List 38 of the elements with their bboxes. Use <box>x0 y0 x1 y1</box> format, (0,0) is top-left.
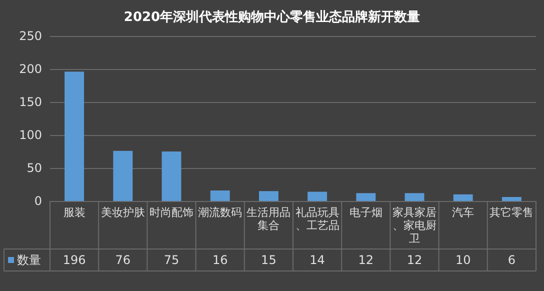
x-tick-label: 电子烟 <box>349 206 382 219</box>
chart-title: 2020年深圳代表性购物中心零售业态品牌新开数量 <box>124 9 420 25</box>
data-label: 12 <box>358 253 374 267</box>
data-label: 6 <box>508 253 516 267</box>
data-label: 196 <box>62 253 86 267</box>
x-tick-label: 潮流数码 <box>198 206 242 219</box>
x-tick-label: 礼品玩具、工艺品 <box>295 206 340 232</box>
y-tick-label: 0 <box>34 194 42 208</box>
data-label: 75 <box>164 253 180 267</box>
bar <box>113 150 133 201</box>
data-label: 76 <box>115 253 131 267</box>
y-tick-label: 250 <box>19 29 42 43</box>
x-tick-label: 美妆护肤 <box>100 206 145 219</box>
data-label: 15 <box>261 253 276 267</box>
x-tick-label: 家具家居、家电厨卫 <box>392 206 436 245</box>
bar <box>64 72 84 201</box>
y-tick-label: 200 <box>19 62 42 76</box>
data-label: 12 <box>406 253 422 267</box>
bar <box>258 191 278 201</box>
data-label: 10 <box>455 253 471 267</box>
x-tick-label: 其它零售 <box>490 206 534 219</box>
y-tick-label: 150 <box>19 95 42 109</box>
bar <box>308 192 328 201</box>
bar <box>356 193 376 201</box>
y-tick-label: 100 <box>19 128 42 142</box>
y-tick-label: 50 <box>26 161 42 175</box>
bar <box>502 197 522 201</box>
data-label: 16 <box>212 253 228 267</box>
legend-label: 数量 <box>17 253 41 267</box>
x-tick-label: 服装 <box>63 206 86 219</box>
bar <box>210 190 230 201</box>
bar <box>162 152 182 201</box>
x-tick-label: 汽车 <box>452 206 474 219</box>
x-tick-label: 生活用品集合 <box>246 206 291 232</box>
bar <box>453 194 473 201</box>
x-tick-label: 时尚配饰 <box>150 206 194 219</box>
data-label: 14 <box>310 253 325 267</box>
bar <box>404 193 424 201</box>
